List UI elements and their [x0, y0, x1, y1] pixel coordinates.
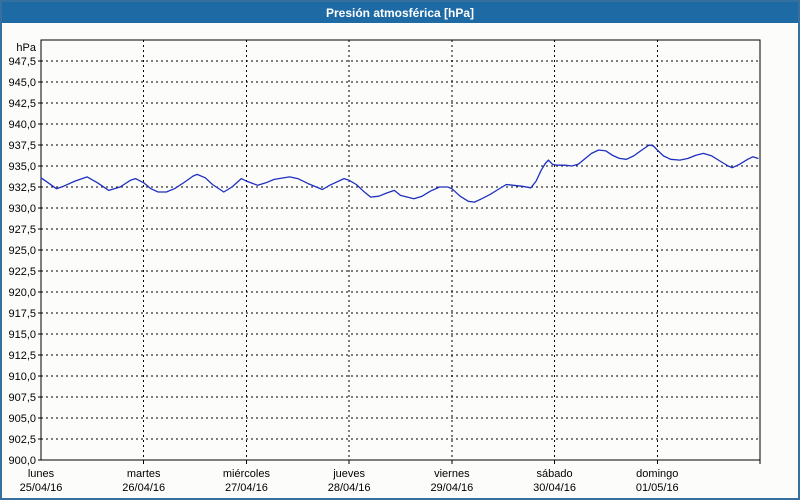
y-tick-label: 945,0 [8, 77, 36, 89]
x-tick-date-label: 01/05/16 [636, 482, 679, 494]
title-bar: Presión atmosférica [hPa] [2, 2, 798, 23]
y-tick-label: 900,0 [8, 455, 36, 467]
y-tick-label: 937,5 [8, 140, 36, 152]
x-tick-day-label: viernes [434, 468, 470, 480]
y-tick-label: 947,5 [8, 56, 36, 68]
x-tick-day-label: lunes [28, 468, 55, 480]
y-tick-label: 912,5 [8, 350, 36, 362]
y-tick-label: 935,0 [8, 161, 36, 173]
x-tick-date-label: 28/04/16 [328, 482, 371, 494]
y-tick-label: 922,5 [8, 266, 36, 278]
y-tick-label: 932,5 [8, 182, 36, 194]
y-tick-label: 920,0 [8, 287, 36, 299]
y-tick-label: 905,0 [8, 413, 36, 425]
y-axis-unit-label: hPa [16, 42, 36, 54]
x-tick-day-label: miércoles [223, 468, 271, 480]
x-tick-date-label: 29/04/16 [430, 482, 473, 494]
pressure-line [40, 144, 759, 203]
x-tick-day-label: domingo [636, 468, 678, 480]
chart-title: Presión atmosférica [hPa] [325, 5, 475, 20]
x-tick-date-label: 30/04/16 [533, 482, 576, 494]
y-tick-label: 917,5 [8, 308, 36, 320]
y-tick-label: 925,0 [8, 245, 36, 257]
x-tick-day-label: sábado [537, 468, 573, 480]
x-tick-date-label: 27/04/16 [225, 482, 268, 494]
y-tick-label: 930,0 [8, 203, 36, 215]
y-tick-label: 942,5 [8, 98, 36, 110]
x-tick-day-label: martes [127, 468, 161, 480]
x-tick-date-label: 25/04/16 [20, 482, 63, 494]
plot-border [40, 39, 761, 461]
x-tick-date-label: 26/04/16 [122, 482, 165, 494]
y-tick-label: 915,0 [8, 329, 36, 341]
y-tick-label: 927,5 [8, 224, 36, 236]
y-tick-label: 902,5 [8, 434, 36, 446]
y-tick-label: 940,0 [8, 119, 36, 131]
y-tick-label: 907,5 [8, 392, 36, 404]
x-tick-day-label: jueves [332, 468, 365, 480]
y-tick-label: 910,0 [8, 371, 36, 383]
